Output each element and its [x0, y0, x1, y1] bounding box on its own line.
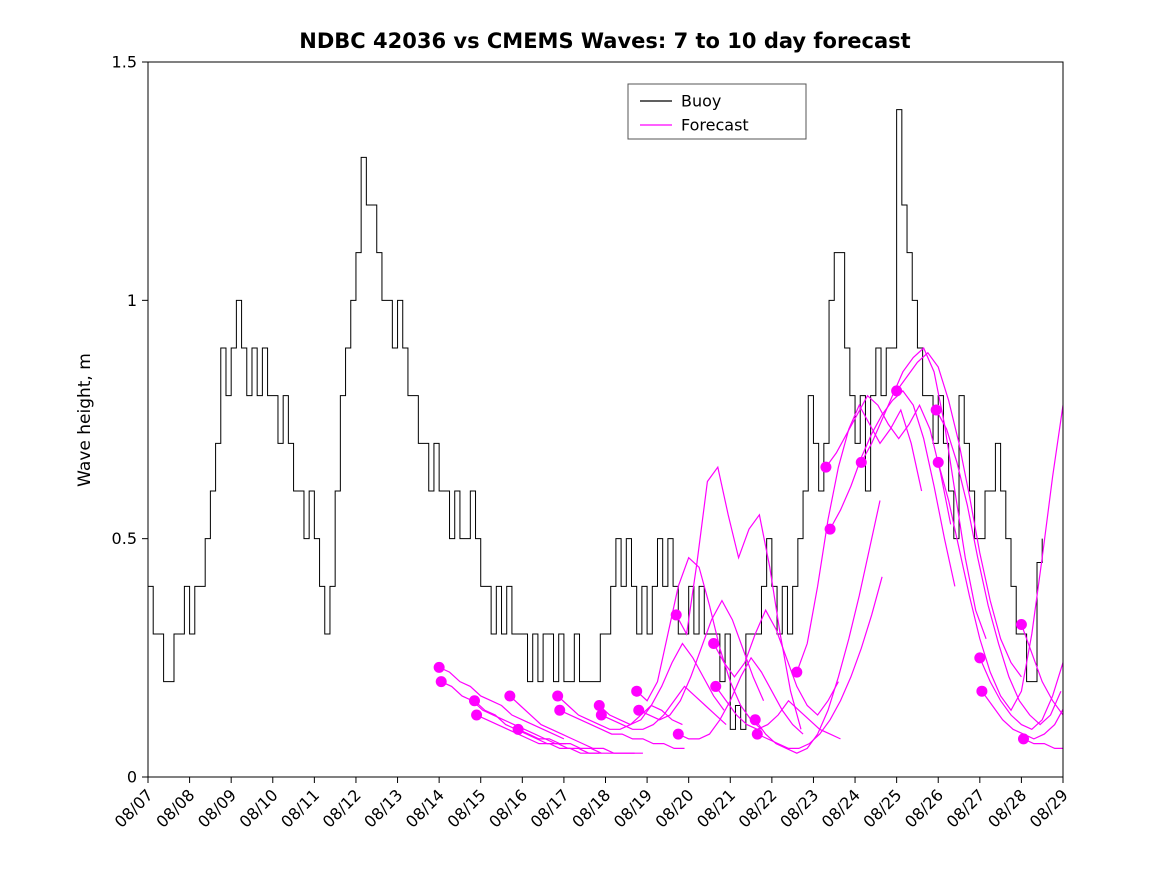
y-tick-label: 0.5: [112, 529, 137, 548]
forecast-line: [937, 405, 1063, 712]
x-tick-label: 08/13: [360, 785, 406, 831]
forecast-line: [713, 608, 839, 716]
forecast-line: [981, 690, 1063, 740]
buoy-line: [148, 109, 1043, 730]
legend-frame: [627, 83, 807, 140]
forecast-line: [1020, 624, 1063, 716]
forecast-line: [860, 346, 987, 639]
chart-title: NDBC 42036 vs CMEMS Waves: 7 to 10 day f…: [299, 29, 910, 53]
forecast-line: [601, 685, 727, 730]
y-axis: 0 0.5 1 1.5: [112, 53, 148, 787]
x-tick-label: 08/15: [444, 785, 490, 831]
y-tick-label: 1: [127, 291, 137, 310]
x-tick-label: 08/25: [859, 785, 905, 831]
forecast-start-marker: [672, 728, 684, 740]
forecast-line: [517, 728, 643, 754]
forecast-line: [896, 351, 1022, 678]
forecast-start-marker: [504, 690, 516, 702]
x-tick-label: 08/07: [111, 785, 157, 831]
x-tick-label: 08/24: [818, 785, 864, 831]
forecast-line: [754, 500, 881, 754]
x-tick-label: 08/10: [236, 785, 282, 831]
legend: Buoy Forecast: [627, 83, 807, 140]
x-tick-label: 08/09: [194, 785, 240, 831]
forecast-start-marker: [820, 461, 832, 473]
forecast-start-marker: [824, 523, 836, 535]
y-axis-label: Wave height, m: [75, 353, 95, 487]
x-tick-label: 08/26: [901, 785, 947, 831]
plot-area: 08/0708/0808/0908/1008/1108/1208/1308/14…: [111, 53, 1072, 832]
forecast-start-marker: [1015, 618, 1027, 630]
forecast-line: [979, 657, 1063, 731]
forecast-start-marker: [749, 714, 761, 726]
x-tick-label: 08/16: [485, 785, 531, 831]
forecast-start-markers: [433, 385, 1029, 745]
forecast-start-marker: [708, 638, 720, 650]
legend-label-buoy: Buoy: [681, 92, 721, 111]
forecast-line: [598, 642, 725, 726]
x-tick-label: 08/08: [152, 785, 198, 831]
forecast-start-marker: [930, 404, 942, 416]
x-tick-label: 08/23: [776, 785, 822, 831]
forecast-line: [638, 599, 765, 721]
forecast-start-marker: [552, 690, 564, 702]
y-tick-label: 0: [127, 768, 137, 787]
forecast-start-marker: [631, 685, 643, 697]
forecast-start-marker: [710, 680, 722, 692]
forecast-start-marker: [751, 728, 763, 740]
x-tick-label: 08/17: [527, 785, 573, 831]
forecast-line: [935, 409, 1062, 726]
forecast-line: [796, 403, 923, 673]
forecast-line: [757, 576, 883, 749]
forecast-line: [636, 556, 762, 730]
x-tick-label: 08/19: [610, 785, 656, 831]
forecast-start-marker: [468, 695, 480, 707]
forecast-start-marker: [976, 685, 988, 697]
forecast-start-marker: [633, 704, 645, 716]
forecast-line: [476, 714, 602, 754]
x-tick-label: 08/11: [277, 785, 323, 831]
forecast-start-marker: [593, 700, 605, 711]
forecast-line: [825, 394, 952, 525]
forecast-start-marker: [1017, 733, 1029, 745]
forecast-start-marker: [791, 666, 803, 678]
forecast-line: [829, 390, 956, 587]
forecast-start-marker: [855, 456, 867, 468]
x-tick-label: 08/21: [693, 785, 739, 831]
x-tick-label: 08/18: [568, 785, 614, 831]
forecast-line: [438, 666, 565, 740]
forecast-start-marker: [433, 661, 445, 673]
forecast-start-marker: [891, 385, 903, 397]
x-tick-label: 08/20: [651, 785, 697, 831]
forecast-lines: [438, 346, 1063, 754]
forecast-start-marker: [471, 709, 483, 721]
data-layer: [148, 109, 1063, 754]
x-tick-label: 08/27: [943, 785, 989, 831]
x-tick-label: 08/28: [984, 785, 1030, 831]
forecast-start-marker: [435, 676, 447, 688]
x-tick-label: 08/22: [735, 785, 781, 831]
forecast-start-marker: [595, 709, 607, 721]
forecast-start-marker: [554, 704, 566, 716]
forecast-start-marker: [974, 652, 986, 664]
forecast-line: [557, 695, 683, 730]
x-axis: 08/0708/0808/0908/1008/1108/1208/1308/14…: [111, 777, 1072, 831]
x-tick-label: 08/29: [1026, 785, 1072, 831]
y-tick-label: 1.5: [112, 53, 137, 72]
forecast-line: [474, 700, 600, 754]
forecast-line: [440, 681, 566, 745]
forecast-start-marker: [512, 723, 524, 735]
x-tick-label: 08/14: [402, 785, 448, 831]
forecast-line: [559, 709, 685, 749]
forecast-line: [675, 465, 802, 730]
forecast-start-marker: [670, 609, 682, 621]
x-tick-label: 08/12: [319, 785, 365, 831]
legend-label-forecast: Forecast: [681, 116, 749, 135]
forecast-line: [1023, 738, 1063, 749]
forecast-start-marker: [932, 456, 944, 468]
